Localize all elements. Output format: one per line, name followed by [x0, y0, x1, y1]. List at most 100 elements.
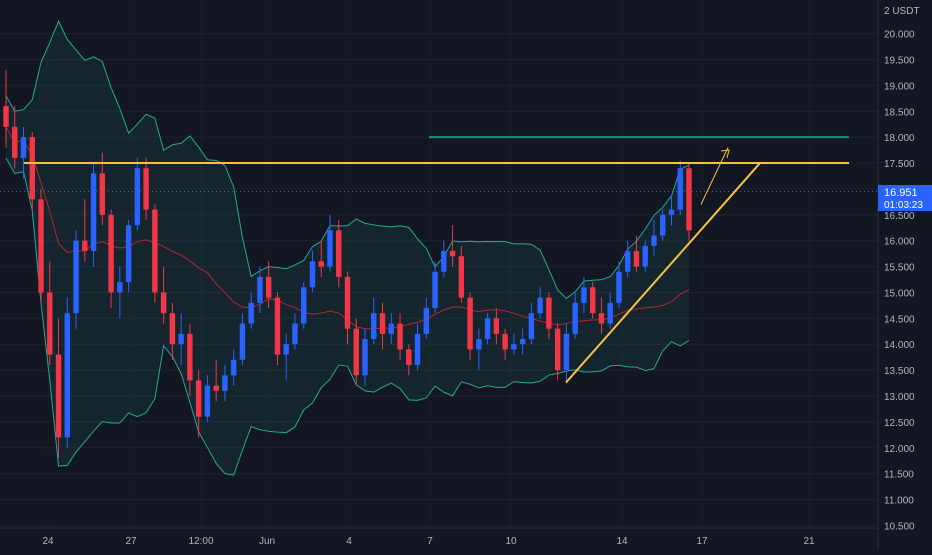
candle-body — [519, 339, 526, 345]
price-tick-label: 16.000 — [884, 237, 915, 248]
candle-body — [99, 173, 106, 215]
price-axis-unit: 2 USDT — [884, 6, 920, 17]
candle-body — [160, 292, 167, 314]
candle-body — [484, 318, 491, 340]
price-tick-label: 15.500 — [884, 263, 915, 274]
candle-body — [204, 385, 211, 417]
candle-body — [493, 318, 500, 334]
price-tick-label: 10.500 — [884, 521, 915, 532]
candle-body — [248, 302, 254, 324]
candle-body — [274, 297, 281, 355]
candle-body — [581, 287, 587, 303]
candle-body — [318, 261, 324, 267]
price-tick-label: 11.500 — [884, 470, 914, 481]
candle-body — [651, 235, 657, 246]
current-price-countdown: 01:03:23 — [884, 200, 923, 211]
price-tick-label: 12.500 — [884, 418, 915, 429]
price-tick-label: 12.000 — [884, 444, 915, 455]
candle-body — [257, 276, 263, 303]
candle-body — [598, 313, 605, 324]
candle-body — [441, 251, 447, 272]
candle-body — [502, 333, 508, 350]
time-tick-label: 27 — [125, 536, 137, 547]
candle-body — [589, 287, 596, 314]
candle-body — [82, 240, 88, 252]
candle-body — [47, 292, 53, 355]
candle-body — [449, 251, 456, 257]
candle-body — [64, 313, 71, 438]
candle-body — [265, 276, 272, 298]
candle-body — [239, 323, 246, 360]
price-tick-label: 19.000 — [884, 81, 915, 92]
candle-body — [20, 137, 27, 158]
candle-body — [660, 214, 666, 236]
price-axis[interactable]: 2 USDT 20.000 19.500 19.000 18.500 18.000 17.… — [877, 0, 920, 550]
candle-body — [397, 323, 403, 350]
candle-body — [55, 354, 62, 438]
candle-body — [3, 106, 9, 127]
time-tick-label: 12:00 — [188, 536, 213, 547]
bollinger-lower — [5, 157, 690, 476]
support-trendline[interactable] — [565, 162, 761, 384]
current-price-value: 16.951 — [884, 187, 918, 199]
candle-body — [90, 173, 97, 252]
price-tick-label: 13.500 — [884, 366, 915, 377]
price-tick-label: 19.500 — [884, 56, 915, 67]
time-axis[interactable]: 24 27 12:00 Jun 4 7 10 14 17 21 — [0, 527, 878, 547]
candle-body — [537, 297, 543, 314]
bollinger-band — [5, 20, 690, 476]
candle-body — [528, 313, 535, 340]
candle-body — [178, 333, 184, 345]
candle-body — [12, 126, 18, 158]
candle-body — [344, 276, 351, 329]
time-tick-label: 24 — [42, 536, 54, 547]
price-tick-label: 14.500 — [884, 314, 915, 325]
price-tick-label: 16.500 — [884, 211, 915, 222]
candle-body — [73, 240, 79, 314]
candle-body — [677, 168, 683, 210]
price-tick-label: 18.500 — [884, 107, 915, 118]
candle-body — [230, 359, 237, 376]
candle-body — [195, 380, 202, 417]
breakout-arrow-head — [720, 149, 730, 159]
candle-body — [686, 168, 692, 231]
candle-body — [222, 375, 228, 391]
candle-body — [467, 297, 473, 350]
candle-body — [187, 333, 193, 381]
candle-body — [371, 313, 377, 340]
candle-body — [414, 333, 421, 365]
price-tick-label: 18.000 — [884, 133, 915, 144]
candle-body — [169, 313, 176, 345]
price-tick-label: 20.000 — [884, 30, 915, 41]
candle-body — [458, 256, 465, 298]
breakout-arrow[interactable] — [700, 147, 729, 205]
candle-body — [143, 168, 149, 210]
drawings[interactable] — [24, 136, 849, 384]
candle-body — [301, 287, 307, 324]
price-tick-label: 17.500 — [884, 159, 915, 170]
candle-body — [134, 168, 141, 226]
candle-body — [353, 328, 359, 376]
price-tick-label: 11.000 — [884, 496, 914, 507]
candle-body — [388, 323, 394, 334]
candle-body — [309, 261, 316, 288]
candle-body — [108, 214, 114, 293]
candle-body — [362, 339, 368, 376]
current-price-label-bg — [878, 185, 932, 211]
candle-body — [283, 344, 289, 355]
time-tick-label: 21 — [803, 536, 815, 547]
candle-body — [554, 328, 561, 371]
candle-body — [607, 302, 613, 324]
candle-body — [213, 385, 219, 391]
candle-body — [117, 282, 123, 293]
candle-body — [292, 323, 298, 345]
time-tick-label: 7 — [427, 536, 433, 547]
candle-body — [38, 199, 44, 293]
candle-body — [379, 313, 386, 334]
candle-body — [511, 344, 517, 350]
time-tick-label: 17 — [696, 536, 708, 547]
candle-body — [29, 137, 35, 200]
candle-body — [327, 230, 333, 267]
